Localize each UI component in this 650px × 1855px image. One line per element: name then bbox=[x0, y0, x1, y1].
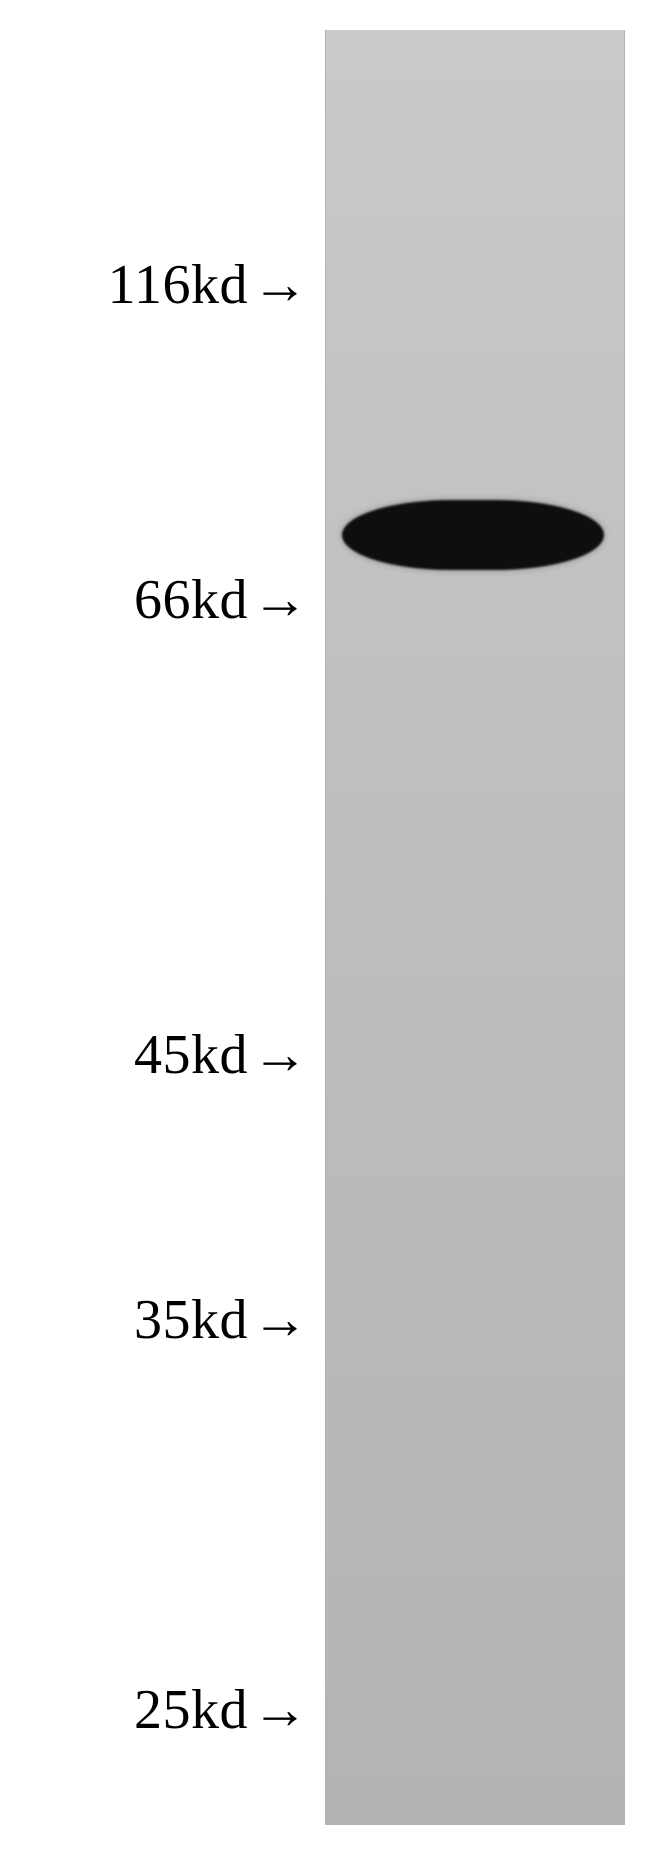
primary-band bbox=[342, 500, 604, 570]
arrow-icon: → bbox=[252, 1292, 308, 1348]
lane-background bbox=[326, 30, 624, 1825]
marker-row: 25kd→ bbox=[0, 1670, 308, 1750]
marker-row: 35kd→ bbox=[0, 1280, 308, 1360]
arrow-icon: → bbox=[252, 257, 308, 313]
arrow-icon: → bbox=[252, 1027, 308, 1083]
marker-label: 25kd bbox=[134, 1678, 248, 1742]
marker-label: 66kd bbox=[134, 568, 248, 632]
marker-row: 66kd→ bbox=[0, 560, 308, 640]
marker-label: 35kd bbox=[134, 1288, 248, 1352]
blot-canvas: WWW.PTGLAB.COM 116kd→66kd→45kd→35kd→25kd… bbox=[0, 0, 650, 1855]
marker-row: 116kd→ bbox=[0, 245, 308, 325]
marker-label: 45kd bbox=[134, 1023, 248, 1087]
marker-label: 116kd bbox=[108, 253, 248, 317]
blot-lane bbox=[325, 30, 625, 1825]
arrow-icon: → bbox=[252, 1682, 308, 1738]
arrow-icon: → bbox=[252, 572, 308, 628]
marker-row: 45kd→ bbox=[0, 1015, 308, 1095]
